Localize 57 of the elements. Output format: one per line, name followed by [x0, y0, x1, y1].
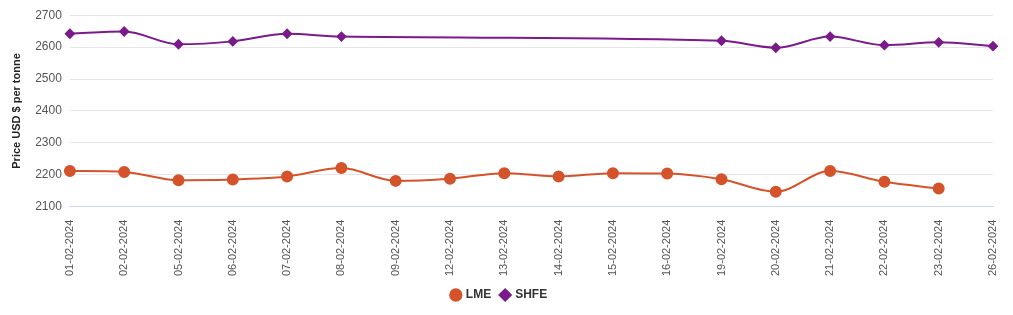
point: [606, 167, 619, 180]
point: [226, 173, 239, 186]
point: [825, 31, 836, 42]
point: [64, 28, 75, 39]
point: [119, 26, 130, 37]
y-tick-label: 2700: [35, 7, 63, 22]
point: [552, 170, 565, 183]
legend-label: SHFE: [515, 287, 548, 302]
x-tick-label: 07-02-2024: [280, 219, 293, 277]
point: [336, 31, 347, 42]
point: [118, 165, 131, 178]
y-tick-label: 2600: [35, 39, 63, 54]
x-tick-label: 06-02-2024: [225, 219, 238, 277]
point: [389, 174, 402, 187]
x-tick-label: 12-02-2024: [443, 219, 456, 277]
point: [172, 174, 185, 187]
y-axis-title: Price USD $ per tonne: [9, 53, 22, 169]
x-tick-label: 13-02-2024: [497, 219, 510, 277]
point: [227, 36, 238, 47]
x-tick-label: 26-02-2024: [986, 219, 999, 277]
legend-label: LME: [465, 287, 492, 302]
point: [715, 173, 728, 186]
x-tick-label: 21-02-2024: [823, 219, 836, 277]
x-tick-label: 08-02-2024: [334, 219, 347, 277]
point: [769, 185, 782, 198]
point: [988, 41, 998, 52]
point: [63, 164, 76, 177]
point: [335, 162, 348, 175]
x-tick-label: 01-02-2024: [62, 219, 75, 277]
x-tick-label: 22-02-2024: [877, 219, 890, 277]
point: [878, 175, 891, 188]
x-tick-label: 09-02-2024: [388, 219, 401, 277]
point: [933, 37, 944, 48]
x-tick-label: 19-02-2024: [714, 219, 727, 277]
point: [498, 167, 511, 180]
y-tick-label: 2200: [35, 167, 63, 182]
x-tick-label: 20-02-2024: [768, 219, 781, 277]
y-tick-label: 2300: [35, 135, 63, 150]
y-tick-label: 2100: [35, 199, 63, 214]
point: [879, 40, 890, 51]
point: [173, 39, 184, 50]
x-tick-label: 15-02-2024: [605, 219, 618, 277]
x-tick-label: 23-02-2024: [931, 219, 944, 277]
point: [444, 172, 456, 185]
point: [770, 42, 781, 53]
point: [282, 28, 293, 39]
point: [281, 170, 294, 183]
point: [824, 164, 837, 177]
point: [716, 35, 727, 46]
x-tick-label: 14-02-2024: [551, 219, 564, 277]
point: [932, 182, 945, 195]
point: [661, 167, 674, 180]
y-tick-label: 2400: [35, 103, 63, 118]
y-tick-label: 2500: [35, 71, 63, 86]
x-tick-label: 05-02-2024: [171, 219, 184, 277]
x-tick-label: 16-02-2024: [660, 219, 673, 277]
x-tick-label: 02-02-2024: [117, 219, 130, 277]
